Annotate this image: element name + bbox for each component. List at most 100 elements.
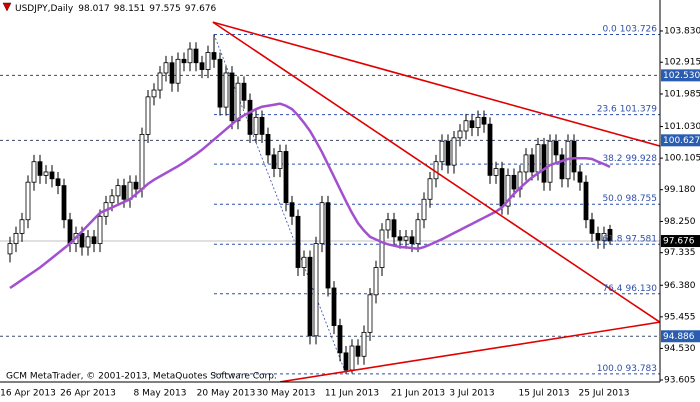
fib-level: 38.2 <box>602 154 622 164</box>
x-tick-label: 21 Jun 2013 <box>391 389 445 399</box>
candle-body <box>307 256 313 337</box>
candle-body <box>409 236 415 245</box>
candle-body <box>25 181 31 221</box>
candle-body <box>199 62 205 70</box>
trendline <box>212 21 660 147</box>
candle-body <box>109 195 115 204</box>
header-open: 98.017 <box>78 4 110 14</box>
candle-body <box>217 58 223 108</box>
fib-price: 99.928 <box>626 154 658 164</box>
fib-label: 61.8 97.581 <box>602 234 657 244</box>
candle-body <box>139 134 145 190</box>
candle-body <box>487 123 493 176</box>
candle-body <box>349 345 355 371</box>
current-price-label: 97.676 <box>663 237 695 247</box>
candle-body <box>319 202 325 245</box>
header-high: 98.151 <box>114 4 146 14</box>
y-tick-label: 98.250 <box>664 217 696 227</box>
fib-level: 61.8 <box>602 234 622 244</box>
candle-body <box>289 202 295 217</box>
candle-body <box>121 185 127 200</box>
candle-body <box>445 140 451 166</box>
candle-body <box>379 229 385 268</box>
x-tick-label: 20 May 2013 <box>197 389 256 399</box>
candle-body <box>403 236 409 241</box>
candle-body <box>523 154 529 173</box>
candle-body <box>553 140 559 156</box>
candle-body <box>169 62 175 84</box>
x-tick-label: 15 Jul 2013 <box>519 389 570 399</box>
candle-body <box>235 82 241 122</box>
candle-body <box>211 52 217 60</box>
candle-body <box>415 219 421 245</box>
candle-body <box>427 178 433 200</box>
x-tick-label: 16 Apr 2013 <box>0 389 56 399</box>
candle-body <box>31 161 37 183</box>
level-box <box>661 69 700 82</box>
candle-body <box>505 174 511 207</box>
y-tick-label: 94.530 <box>664 344 696 354</box>
fib-label: 0.0 103.726 <box>602 24 657 34</box>
fib-price: 97.581 <box>626 234 658 244</box>
y-tick-label: 101.030 <box>664 122 700 132</box>
candle-body <box>271 154 277 169</box>
candle-body <box>91 236 97 245</box>
candle-body <box>67 219 73 245</box>
candle-body <box>241 82 247 101</box>
candle-body <box>43 171 49 176</box>
candle-body <box>511 174 517 190</box>
fib-price: 103.726 <box>620 24 657 34</box>
trendline <box>279 321 660 382</box>
x-tick-label: 3 Jul 2013 <box>449 389 494 399</box>
candle-body <box>223 72 229 108</box>
fib-price: 96.130 <box>626 283 658 293</box>
candle-body <box>547 140 553 183</box>
symbol-icon <box>2 2 12 12</box>
candle-body <box>259 116 265 135</box>
candle-body <box>265 134 271 156</box>
y-tick-label: 97.335 <box>664 248 696 258</box>
candle-body <box>457 130 463 139</box>
candle-body <box>499 168 505 207</box>
candle-body <box>607 228 613 242</box>
candle-body <box>337 325 343 354</box>
candle-body <box>595 232 601 241</box>
candle-body <box>535 144 541 173</box>
candle-body <box>301 256 307 268</box>
y-tick-label: 102.915 <box>664 58 700 68</box>
candle-body <box>133 181 139 190</box>
y-tick-label: 103.830 <box>664 26 700 36</box>
x-tick-label: 25 Jul 2013 <box>579 389 630 399</box>
fib-label: 23.6 101.379 <box>597 104 658 114</box>
fib-price: 101.379 <box>620 104 657 114</box>
candle-body <box>7 243 13 255</box>
candle-body <box>193 48 199 64</box>
y-tick-label: 100.105 <box>664 154 700 164</box>
candle-body <box>367 294 373 333</box>
fib-label: 38.2 99.928 <box>602 154 657 164</box>
candle-body <box>19 219 25 234</box>
candle-body <box>451 137 457 166</box>
fib-level: 0.0 <box>602 24 617 34</box>
candle-body <box>343 352 349 371</box>
candle-body <box>463 120 469 132</box>
chart-header: USDJPY,Daily 98.017 98.151 97.575 97.676 <box>15 4 217 14</box>
candle-body <box>277 151 283 169</box>
candle-body <box>559 154 565 180</box>
y-tick-label: 96.380 <box>664 281 696 291</box>
candle-body <box>577 171 583 183</box>
fib-price: 93.783 <box>626 363 658 373</box>
trendline <box>212 21 660 323</box>
candle-body <box>589 219 595 234</box>
level-label: 100.627 <box>663 136 700 146</box>
fib-level: 50.0 <box>602 194 622 204</box>
candle-body <box>187 48 193 64</box>
candle-body <box>469 120 475 128</box>
fib-level: 76.4 <box>602 283 622 293</box>
candle-body <box>61 185 67 221</box>
x-tick-label: 26 Apr 2013 <box>60 389 116 399</box>
candle-body <box>361 331 367 357</box>
candle-body <box>85 236 91 248</box>
level-box <box>661 330 700 343</box>
